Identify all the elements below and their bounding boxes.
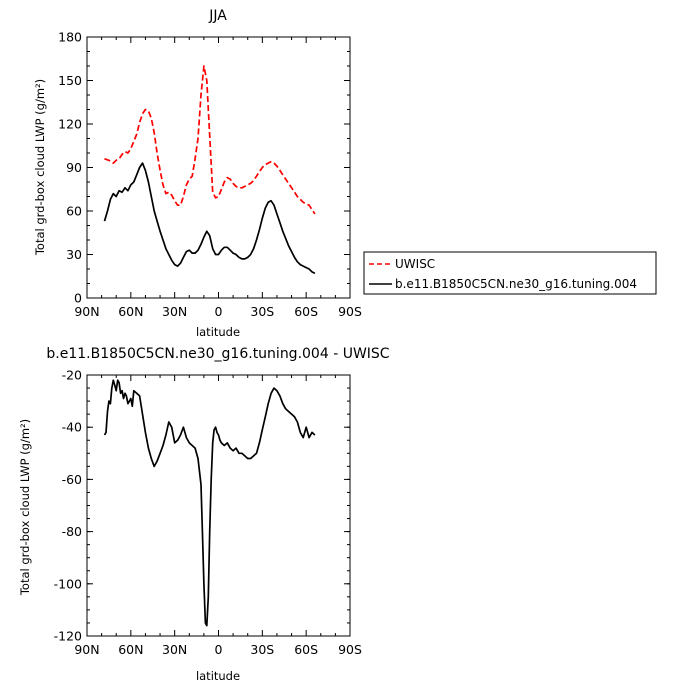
bottom-y-tick-label: -100	[54, 576, 82, 591]
bottom-x-tick-label: 0	[215, 642, 223, 657]
bottom-plot-area: 90N 60N 30N 0 30S 60S 90S -120 -100 -80 -60 -40 -20	[54, 368, 362, 658]
top-y-tick-label: 180	[58, 30, 82, 45]
bottom-x-tick-label: 30S	[250, 642, 274, 657]
bottom-y-tick-label: -40	[62, 420, 82, 435]
bottom-y-tick-label: -60	[62, 472, 82, 487]
top-x-tick-label: 0	[215, 304, 223, 319]
bottom-y-tick-label: -20	[62, 368, 82, 383]
top-y-tick-label: 150	[58, 73, 82, 88]
bottom-chart-xlabel: latitude	[196, 669, 240, 683]
legend: UWISC b.e11.B1850C5CN.ne30_g16.tuning.00…	[363, 251, 657, 295]
top-series-line-1	[103, 162, 316, 275]
top-chart-ylabel: Total grd-box cloud LWP (g/m²)	[33, 79, 47, 256]
legend-box	[363, 251, 657, 295]
top-x-tick-label: 30N	[162, 304, 187, 319]
top-chart-title: JJA	[208, 8, 227, 24]
legend-label-model: b.e11.B1850C5CN.ne30_g16.tuning.004	[395, 277, 637, 291]
bottom-frame	[86, 374, 351, 637]
bottom-x-tick-label: 60S	[294, 642, 318, 657]
bottom-x-tick-label: 90S	[338, 642, 362, 657]
bottom-y-tick-label: -120	[54, 629, 82, 644]
top-series-line-0	[104, 65, 316, 215]
bottom-x-tick-label: 90N	[74, 642, 99, 657]
bottom-chart-title: b.e11.B1850C5CN.ne30_g16.tuning.004 - UW…	[46, 346, 389, 362]
bottom-x-tick-label: 30N	[162, 642, 187, 657]
top-x-tick-label: 90N	[74, 304, 99, 319]
legend-label-uwisc: UWISC	[395, 257, 435, 271]
bottom-y-tick-label: -80	[62, 524, 82, 539]
top-y-tick-label: 90	[66, 160, 82, 175]
top-y-tick-label: 120	[58, 117, 82, 132]
bottom-chart-ylabel: Total grd-box cloud LWP (g/m²)	[18, 419, 32, 596]
top-y-tick-label: 30	[66, 247, 82, 262]
top-plot-area: 90N 60N 30N 0 30S 60S 90S 0 30 60 90 120 150 180	[58, 30, 362, 320]
top-frame	[86, 36, 351, 299]
top-x-tick-label: 60S	[294, 304, 318, 319]
top-y-tick-label: 0	[74, 291, 82, 306]
top-y-tick-label: 60	[66, 204, 82, 219]
bottom-series-line-0	[103, 379, 316, 627]
top-x-tick-label: 60N	[118, 304, 143, 319]
bottom-x-tick-label: 60N	[118, 642, 143, 657]
top-x-tick-label: 30S	[250, 304, 274, 319]
top-x-tick-label: 90S	[338, 304, 362, 319]
top-chart-xlabel: latitude	[196, 325, 240, 339]
